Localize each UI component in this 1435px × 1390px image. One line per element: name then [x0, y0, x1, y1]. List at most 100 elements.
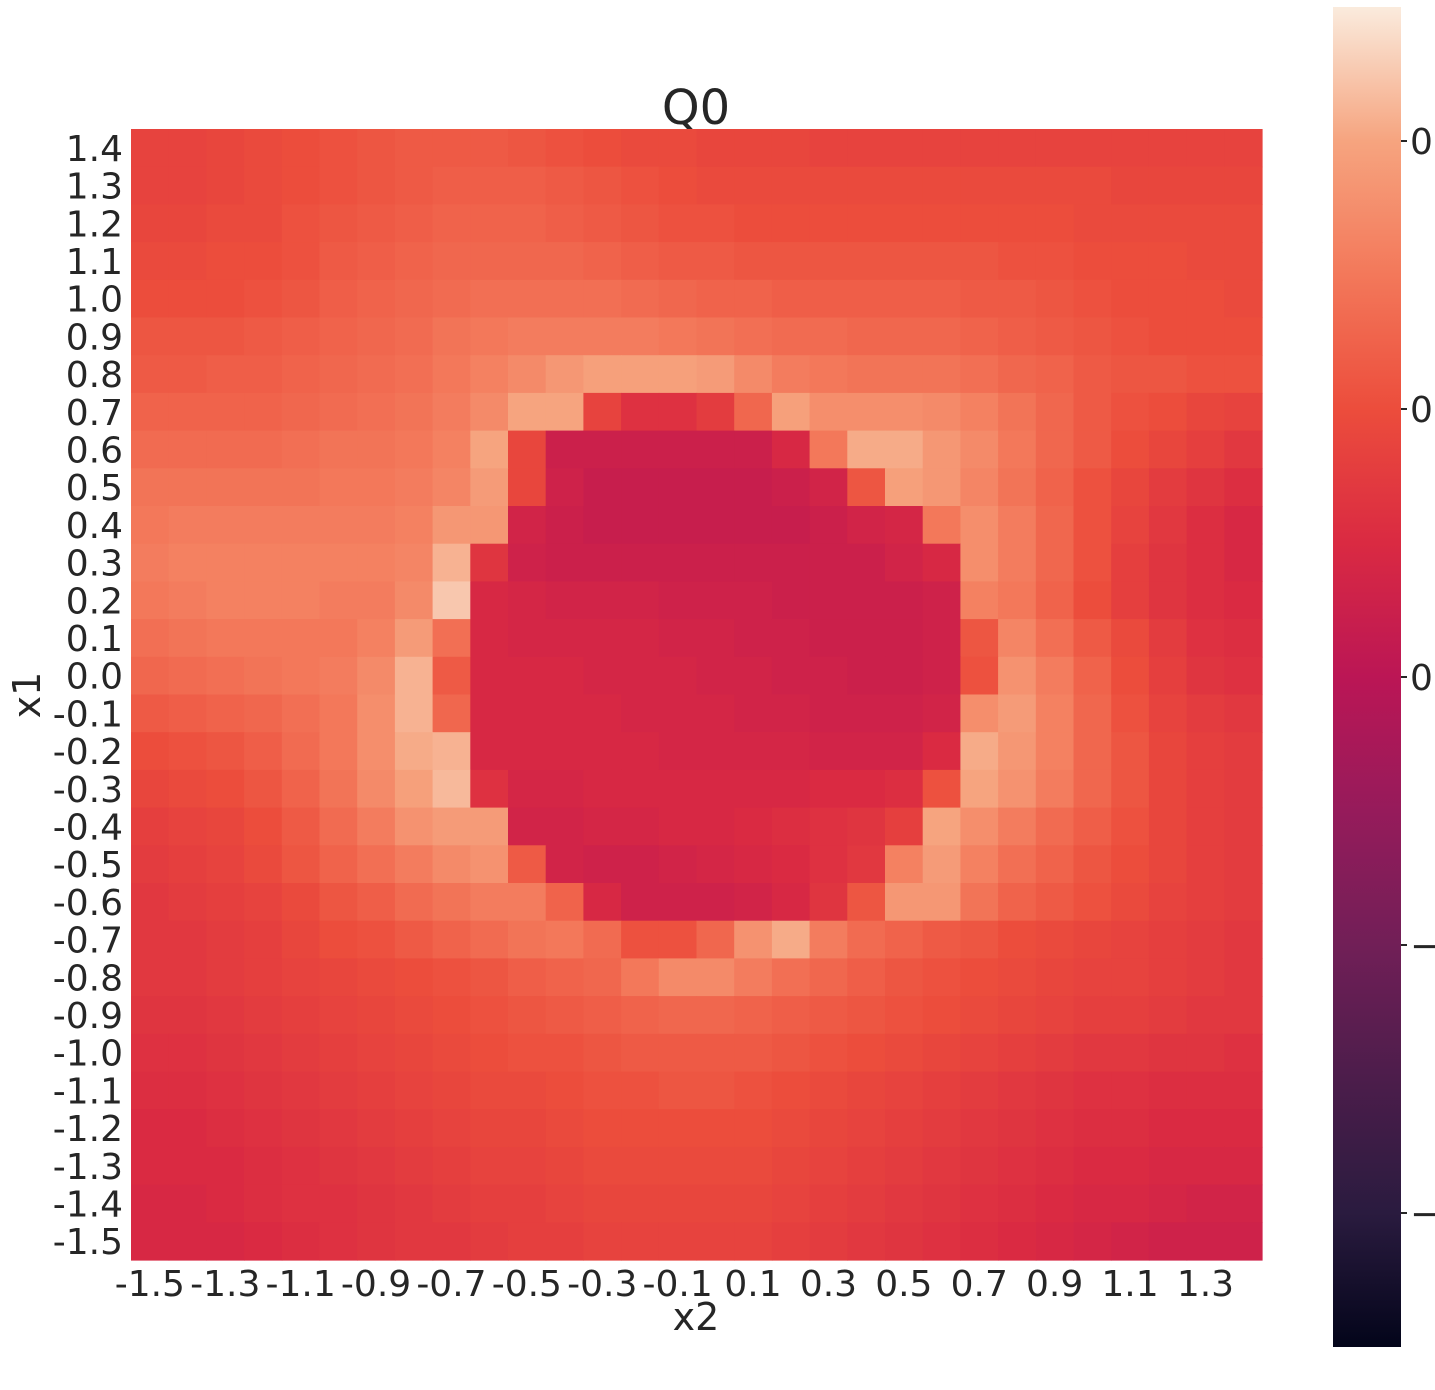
heatmap-cell — [1186, 732, 1225, 771]
heatmap-cell — [319, 807, 358, 846]
heatmap-cell — [357, 807, 396, 846]
heatmap-cell — [281, 317, 321, 356]
heatmap-cell — [1148, 996, 1188, 1035]
heatmap-cell — [1148, 807, 1188, 846]
heatmap-cell — [1111, 317, 1150, 356]
heatmap-cell — [771, 430, 811, 469]
heatmap-cell — [734, 920, 773, 959]
heatmap-cell — [357, 1033, 396, 1073]
heatmap-cell — [281, 769, 321, 809]
heatmap-cell — [885, 506, 924, 545]
heatmap-cell — [244, 543, 283, 582]
heatmap-cell — [658, 1109, 698, 1148]
heatmap-cell — [1035, 732, 1075, 771]
heatmap-cell — [281, 1071, 321, 1110]
heatmap-cell — [206, 430, 245, 469]
heatmap-cell — [357, 656, 396, 696]
heatmap-cell — [885, 920, 924, 959]
heatmap-cell — [734, 355, 773, 394]
heatmap-cell — [809, 1184, 848, 1223]
heatmap-cell — [847, 581, 886, 620]
heatmap-cell — [1035, 1222, 1075, 1261]
heatmap-cell — [244, 1184, 283, 1223]
heatmap-cell — [1224, 845, 1263, 884]
heatmap-cell — [734, 694, 773, 733]
heatmap-cell — [998, 845, 1037, 884]
heatmap-cell — [734, 392, 773, 432]
heatmap-cell — [432, 242, 471, 281]
heatmap-cell — [734, 1071, 773, 1110]
heatmap-cell — [545, 807, 584, 846]
heatmap-cell — [1073, 317, 1112, 356]
heatmap-cell — [357, 279, 396, 319]
heatmap-cell — [583, 807, 622, 846]
heatmap-cell — [998, 468, 1037, 507]
heatmap-cell — [1186, 656, 1225, 696]
heatmap-cell — [357, 732, 396, 771]
heatmap-cell — [734, 506, 773, 545]
heatmap-cell — [809, 1071, 848, 1110]
heatmap-cell — [508, 996, 547, 1035]
heatmap-cell — [508, 1033, 547, 1073]
heatmap-cell — [244, 166, 283, 205]
heatmap-cell — [1224, 543, 1263, 582]
heatmap-cell — [281, 807, 321, 846]
heatmap-cell — [281, 1184, 321, 1223]
heatmap-cell — [621, 996, 660, 1035]
heatmap-cell — [168, 392, 207, 432]
heatmap-cell — [244, 279, 283, 319]
y-tick-label: 0.2 — [66, 581, 123, 622]
heatmap-cell — [432, 1146, 471, 1186]
heatmap-cell — [771, 242, 811, 281]
heatmap-cell — [394, 1071, 434, 1110]
x-tick-label: -0.7 — [416, 1264, 486, 1305]
heatmap-cell — [734, 732, 773, 771]
heatmap-cell — [734, 1222, 773, 1261]
heatmap-cell — [885, 807, 924, 846]
heatmap-cell — [1035, 242, 1075, 281]
heatmap-cell — [583, 1222, 622, 1261]
heatmap-cell — [470, 996, 509, 1035]
heatmap-cell — [432, 1033, 471, 1073]
y-tick-label: 1.0 — [66, 280, 123, 321]
heatmap-cell — [281, 581, 321, 620]
heatmap-cell — [508, 732, 547, 771]
heatmap-cell — [1224, 1033, 1263, 1073]
heatmap-cell — [545, 1109, 584, 1148]
heatmap-cell — [1224, 506, 1263, 545]
heatmap-cell — [545, 958, 584, 997]
heatmap-cell — [168, 1222, 207, 1261]
heatmap-cell — [470, 166, 509, 205]
heatmap-cell — [658, 958, 698, 997]
heatmap-cell — [394, 845, 434, 884]
heatmap-cell — [621, 619, 660, 658]
heatmap-cell — [1148, 506, 1188, 545]
heatmap-cell — [508, 958, 547, 997]
heatmap-cell — [1111, 1109, 1150, 1148]
heatmap-cell — [1111, 656, 1150, 696]
heatmap-cell — [771, 317, 811, 356]
heatmap-cell — [922, 845, 961, 884]
heatmap-cell — [1186, 166, 1225, 205]
heatmap-cell — [885, 355, 924, 394]
heatmap-cell — [998, 242, 1037, 281]
heatmap-cell — [168, 506, 207, 545]
heatmap-cell — [885, 204, 924, 243]
heatmap-cell — [885, 996, 924, 1035]
y-tick-label: -0.8 — [53, 958, 123, 999]
heatmap-cell — [244, 242, 283, 281]
heatmap-cell — [621, 694, 660, 733]
heatmap-cell — [244, 958, 283, 997]
heatmap-cell — [583, 543, 622, 582]
heatmap-cell — [432, 279, 471, 319]
heatmap-cell — [168, 807, 207, 846]
x-tick-label: 1.1 — [1101, 1264, 1158, 1305]
heatmap-cell — [621, 1033, 660, 1073]
heatmap-cell — [621, 129, 660, 168]
heatmap-cell — [922, 619, 961, 658]
heatmap-cell — [357, 1146, 396, 1186]
heatmap-cell — [1035, 204, 1075, 243]
heatmap-cell — [508, 430, 547, 469]
heatmap-cell — [998, 279, 1037, 319]
heatmap-cell — [809, 468, 848, 507]
